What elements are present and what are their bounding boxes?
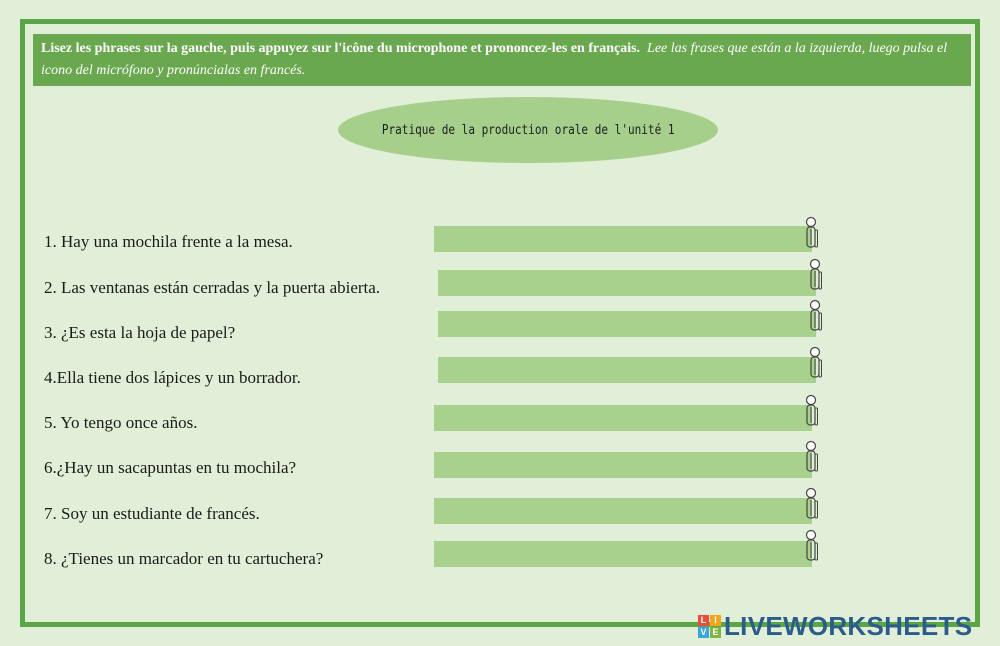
answer-bar-7	[434, 498, 812, 524]
microphone-icon[interactable]	[807, 258, 823, 294]
microphone-icon[interactable]	[803, 487, 819, 523]
brand-logo-letter: V	[698, 626, 709, 638]
microphone-icon[interactable]	[807, 346, 823, 382]
sentence-6: 6.¿Hay un sacapuntas en tu mochila?	[44, 458, 297, 477]
worksheet-frame	[20, 19, 980, 627]
answer-bar-3	[438, 311, 816, 337]
microphone-icon[interactable]	[807, 299, 823, 335]
sentence-7: 7. Soy un estudiante de francés.	[44, 504, 260, 523]
page-title: Pratique de la production orale de l'uni…	[381, 122, 675, 138]
sentence-4: 4.Ella tiene dos lápices y un borrador.	[44, 368, 301, 387]
liveworksheets-brand: L I V E LIVEWORKSHEETS	[698, 610, 973, 641]
sentence-2: 2. Las ventanas están cerradas y la puer…	[44, 278, 381, 297]
brand-logo-letter: I	[710, 614, 721, 626]
answer-bar-2	[438, 270, 816, 296]
sentence-8: 8. ¿Tienes un marcador en tu cartuchera?	[44, 549, 324, 568]
microphone-icon[interactable]	[803, 216, 819, 252]
microphone-icon[interactable]	[803, 529, 819, 565]
sentence-5: 5. Yo tengo once años.	[44, 413, 198, 432]
answer-bar-4	[438, 357, 816, 383]
brand-name: LIVEWORKSHEETS	[724, 610, 973, 641]
brand-logo-letter: L	[698, 614, 709, 626]
sentence-3: 3. ¿Es esta la hoja de papel?	[44, 323, 236, 342]
microphone-icon[interactable]	[803, 440, 819, 476]
answer-bar-8	[434, 541, 812, 567]
page-title-badge: Pratique de la production orale de l'uni…	[338, 97, 718, 163]
sentence-1: 1. Hay una mochila frente a la mesa.	[44, 232, 293, 251]
answer-bar-6	[434, 452, 812, 478]
answer-bar-5	[434, 405, 812, 431]
brand-logo: L I V E	[698, 614, 721, 638]
instructions-french: Lisez les phrases sur la gauche, puis ap…	[41, 41, 641, 56]
answer-bar-1	[434, 226, 812, 252]
microphone-icon[interactable]	[803, 394, 819, 430]
brand-logo-letter: E	[710, 626, 721, 638]
instructions-banner: Lisez les phrases sur la gauche, puis ap…	[33, 34, 971, 86]
instructions-spanish: Lee las frases que están a la izquierda,…	[41, 41, 948, 78]
